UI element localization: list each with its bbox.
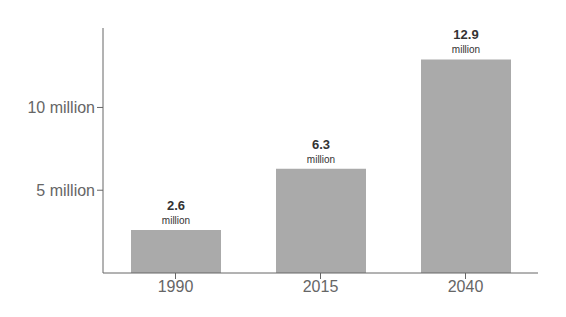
svg-text:2015: 2015 [303, 278, 339, 295]
svg-text:6.3million: 6.3million [307, 137, 335, 165]
svg-text:2.6million: 2.6million [162, 198, 190, 226]
svg-text:10 million: 10 million [27, 99, 95, 116]
svg-text:12.9million: 12.9million [452, 27, 480, 55]
svg-text:2040: 2040 [448, 278, 484, 295]
svg-text:5 million: 5 million [36, 182, 95, 199]
svg-text:1990: 1990 [158, 278, 194, 295]
